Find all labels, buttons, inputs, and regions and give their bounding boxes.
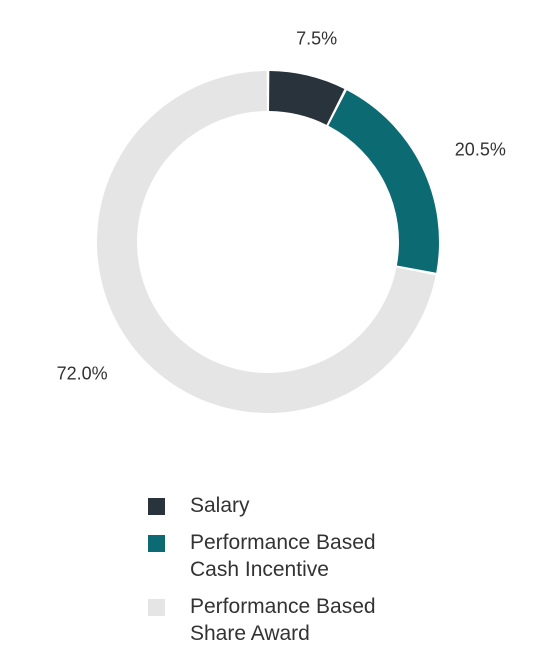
data-labels: 7.5% 20.5% 72.0%	[57, 28, 506, 383]
legend-label-share-award: Performance Based Share Award	[190, 595, 376, 645]
chart-legend: Salary Performance Based Cash Incentive …	[148, 492, 508, 657]
donut-chart: 7.5% 20.5% 72.0%	[57, 28, 506, 414]
legend-swatch-cash-incentive	[148, 535, 165, 552]
legend-swatch-share-award	[148, 599, 165, 616]
legend-item-salary: Salary	[148, 492, 508, 519]
data-label-salary: 7.5%	[296, 28, 337, 48]
donut-slice-salary	[269, 71, 345, 125]
donut-slices	[97, 71, 439, 414]
donut-slice-cash-incentive	[328, 90, 439, 273]
legend-label-cash-incentive: Performance Based Cash Incentive	[190, 531, 376, 581]
data-label-cash-incentive: 20.5%	[455, 139, 506, 159]
legend-item-share-award: Performance Based Share Award	[148, 593, 508, 647]
legend-swatch-salary	[148, 498, 165, 515]
legend-label-salary: Salary	[190, 494, 250, 517]
data-label-share-award: 72.0%	[57, 363, 108, 383]
legend-item-cash-incentive: Performance Based Cash Incentive	[148, 529, 508, 583]
